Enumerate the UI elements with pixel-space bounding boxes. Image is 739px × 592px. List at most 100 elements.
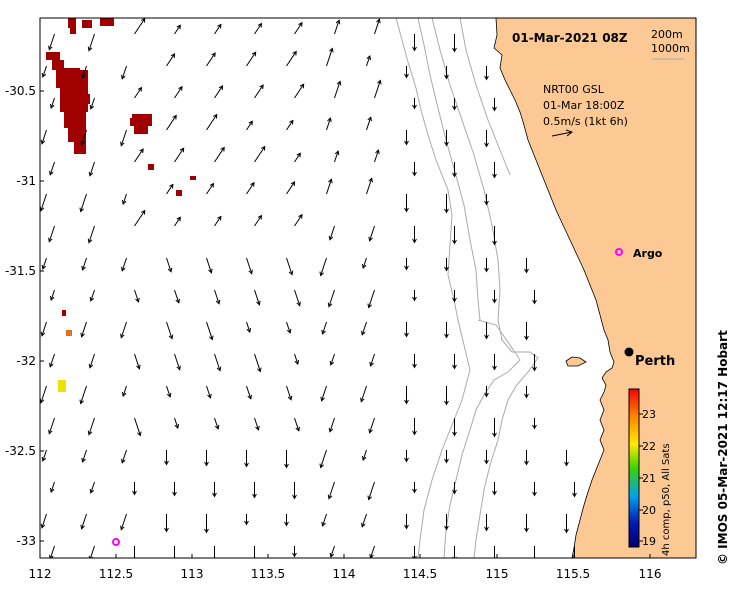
current-arrow bbox=[334, 150, 339, 163]
current-arrow bbox=[48, 33, 55, 50]
current-arrowhead bbox=[172, 114, 177, 120]
current-arrowhead bbox=[48, 429, 53, 435]
current-arrowhead bbox=[41, 456, 47, 462]
current-arrow bbox=[246, 182, 255, 195]
current-arrowhead bbox=[217, 23, 222, 29]
x-tick-label: 114 bbox=[333, 567, 356, 581]
current-arrow bbox=[214, 216, 222, 227]
y-tick-label: -32 bbox=[16, 354, 36, 368]
current-arrowhead bbox=[532, 424, 537, 430]
current-arrowhead bbox=[247, 394, 252, 400]
current-arrowhead bbox=[532, 491, 537, 497]
current-arrow bbox=[214, 24, 222, 35]
current-arrowhead bbox=[87, 46, 93, 52]
current-arrowhead bbox=[248, 120, 253, 126]
current-arrow bbox=[134, 148, 144, 163]
current-arrow bbox=[82, 65, 87, 79]
current-arrowhead bbox=[259, 84, 264, 90]
current-arrowhead bbox=[484, 334, 489, 340]
current-arrowhead bbox=[452, 431, 457, 437]
current-arrow bbox=[174, 289, 180, 303]
current-arrow bbox=[369, 225, 375, 241]
current-arrow bbox=[166, 184, 174, 195]
x-tick-label: 113 bbox=[181, 567, 204, 581]
current-arrowhead bbox=[412, 363, 417, 369]
current-arrowhead bbox=[321, 521, 326, 527]
current-arrow bbox=[326, 48, 333, 67]
current-arrowhead bbox=[253, 561, 257, 565]
current-arrowhead bbox=[246, 327, 252, 333]
current-arrowhead bbox=[120, 333, 125, 339]
current-arrowhead bbox=[404, 332, 409, 338]
current-arrowhead bbox=[49, 170, 54, 176]
current-arrowhead bbox=[208, 268, 213, 274]
current-arrowhead bbox=[452, 105, 457, 111]
current-arrow bbox=[374, 19, 380, 35]
current-arrowhead bbox=[328, 427, 334, 433]
current-arrowhead bbox=[452, 489, 457, 495]
current-arrow bbox=[286, 51, 297, 67]
current-arrow bbox=[370, 545, 375, 558]
current-arrowhead bbox=[179, 147, 185, 153]
current-arrowhead bbox=[361, 522, 366, 528]
current-arrowhead bbox=[484, 459, 489, 465]
current-arrowhead bbox=[139, 148, 144, 154]
current-arrowhead bbox=[367, 303, 372, 309]
current-arrowhead bbox=[524, 527, 529, 533]
current-arrow bbox=[166, 321, 173, 339]
current-arrowhead bbox=[135, 297, 140, 303]
current-arrow bbox=[322, 513, 327, 527]
current-arrowhead bbox=[412, 488, 417, 494]
current-arrow bbox=[122, 385, 127, 397]
current-arrow bbox=[368, 481, 375, 500]
current-arrowhead bbox=[81, 265, 86, 271]
current-arrowhead bbox=[319, 463, 324, 469]
current-arrow bbox=[41, 129, 47, 144]
current-arrowhead bbox=[244, 462, 249, 468]
current-arrowhead bbox=[87, 238, 93, 244]
current-arrowhead bbox=[492, 432, 497, 438]
current-arrow bbox=[134, 289, 139, 303]
current-arrow bbox=[174, 147, 185, 163]
current-arrowhead bbox=[335, 19, 341, 25]
current-arrowhead bbox=[296, 301, 301, 307]
current-arrowhead bbox=[215, 299, 221, 305]
current-arrowhead bbox=[49, 487, 55, 493]
current-arrow bbox=[120, 513, 127, 530]
current-arrowhead bbox=[173, 559, 177, 563]
current-arrow bbox=[294, 83, 305, 99]
current-arrowhead bbox=[284, 521, 289, 527]
current-arrow bbox=[214, 147, 225, 163]
current-arrow bbox=[286, 181, 295, 195]
current-arrowhead bbox=[321, 329, 326, 335]
current-arrow bbox=[214, 289, 220, 304]
current-arrowhead bbox=[492, 173, 497, 179]
current-arrow bbox=[320, 449, 327, 468]
current-arrowhead bbox=[40, 523, 46, 529]
current-arrow bbox=[246, 385, 252, 399]
current-arrow bbox=[246, 321, 251, 333]
current-arrowhead bbox=[255, 425, 260, 431]
current-arrow bbox=[49, 545, 55, 558]
current-arrowhead bbox=[89, 296, 95, 302]
current-arrowhead bbox=[49, 295, 55, 301]
current-arrow bbox=[374, 80, 381, 99]
current-arrowhead bbox=[412, 238, 417, 244]
current-arrow bbox=[89, 161, 95, 176]
current-arrow bbox=[246, 257, 253, 274]
current-arrow bbox=[329, 417, 335, 432]
current-arrow bbox=[206, 321, 213, 340]
current-arrowhead bbox=[327, 302, 333, 308]
current-arrowhead bbox=[209, 182, 215, 188]
current-arrow bbox=[286, 120, 294, 131]
current-arrowhead bbox=[327, 117, 332, 123]
current-arrow bbox=[174, 86, 183, 99]
current-arrow bbox=[321, 385, 327, 401]
current-arrowhead bbox=[412, 46, 417, 52]
current-arrowhead bbox=[121, 458, 126, 464]
current-arrowhead bbox=[329, 360, 335, 366]
current-arrowhead bbox=[564, 528, 569, 534]
current-arrow bbox=[320, 257, 327, 276]
current-arrowhead bbox=[140, 18, 146, 23]
current-arrowhead bbox=[361, 330, 366, 336]
